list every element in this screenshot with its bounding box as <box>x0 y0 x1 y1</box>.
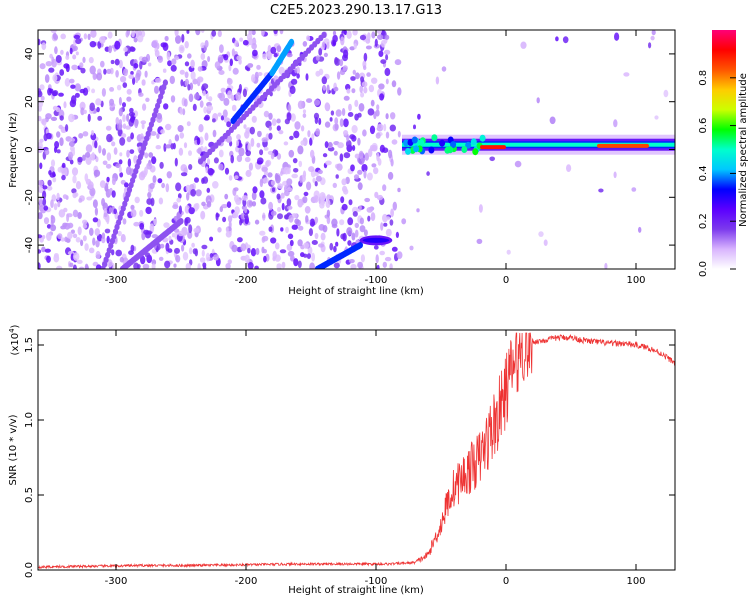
figure-title: C2E5.2023.290.13.17.G13 <box>270 3 442 18</box>
snr-y-tick-label: 0.5 <box>24 487 35 503</box>
heatmap-band-9 <box>597 143 649 148</box>
snr-x-tick-label: 0 <box>503 576 509 587</box>
heatmap-streak-1 <box>197 31 327 165</box>
spectrogram-y-tick-label: 40 <box>24 48 35 61</box>
spectrogram-y-tick-label: 0 <box>24 146 35 152</box>
snr-x-tick-label: -200 <box>235 576 258 587</box>
heatmap-streak-4 <box>119 218 184 269</box>
snr-y-tick-label: 0.0 <box>24 562 35 578</box>
snr-x-tick-label: -300 <box>105 576 128 587</box>
spectrogram-y-label: Frequency (Hz) <box>8 112 19 188</box>
snr-x-tick-label: 100 <box>626 576 645 587</box>
colorbar: 0.0 0.2 0.4 0.6 0.8 Normalized spectral ampl… <box>698 30 749 277</box>
spectrogram-x-tick-label: -300 <box>105 275 128 286</box>
heatmap-streak-0 <box>100 79 168 269</box>
heatmap-streak-3 <box>269 38 295 77</box>
spectrogram-y-tick-label: 20 <box>24 95 35 108</box>
snr-y-label: SNR (10 * v/v) <box>8 414 19 485</box>
snr-y-tick-label: 1.5 <box>24 337 35 353</box>
colorbar-tick-label: 0.8 <box>698 70 709 86</box>
colorbar-tick-label: 0.0 <box>698 261 709 277</box>
colorbar-tick-label: 0.6 <box>698 118 709 134</box>
spectrogram-y-tick-label: -20 <box>24 189 35 205</box>
spectrogram-x-tick-label: 100 <box>626 275 645 286</box>
colorbar-tick-label: 0.4 <box>698 165 709 181</box>
spectrogram-x-label: Height of straight line (km) <box>288 286 424 297</box>
heatmap-band-8 <box>480 145 506 150</box>
heatmap-streak-2 <box>230 69 275 125</box>
snr-x-label: Height of straight line (km) <box>288 585 424 596</box>
colorbar-tick-label: 0.2 <box>698 213 709 229</box>
colorbar-label: Normalized spectral amplitude <box>738 73 749 227</box>
snr-panel: -300 -200 -100 0 100 0.0 0.5 1.0 1.5 Height of s… <box>8 324 676 596</box>
heatmap-streak-5 <box>314 241 363 269</box>
snr-y-scale: (x104) <box>8 324 21 355</box>
snr-x-tick-label: -100 <box>365 576 388 587</box>
heatmap-blob-6 <box>359 235 393 246</box>
colorbar-gradient <box>712 30 736 269</box>
spectrogram-y-tick-label: -40 <box>24 237 35 253</box>
heatmap-speckle <box>38 30 675 269</box>
snr-frame <box>37 329 676 571</box>
spectrogram-x-tick-label: 0 <box>503 275 509 286</box>
heatmap-band-7 <box>402 134 675 156</box>
snr-y-tick-label: 1.0 <box>24 412 35 428</box>
spectrogram-x-tick-label: -200 <box>235 275 258 286</box>
snr-line <box>38 332 675 570</box>
spectrogram-x-tick-label: -100 <box>365 275 388 286</box>
